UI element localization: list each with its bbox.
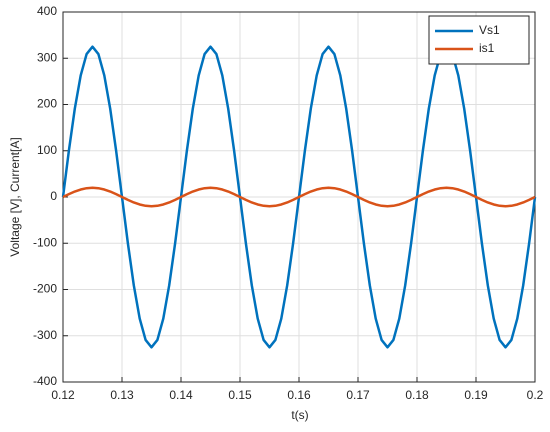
y-tick-label: 0 [50, 189, 57, 203]
x-tick-label: 0.14 [169, 388, 193, 402]
x-tick-label: 0.19 [464, 388, 488, 402]
x-tick-label: 0.18 [405, 388, 429, 402]
x-tick-label: 0.15 [228, 388, 252, 402]
x-tick-label: 0.17 [346, 388, 370, 402]
y-tick-label: 400 [37, 4, 57, 18]
y-tick-label: 200 [37, 97, 57, 111]
x-tick-label: 0.16 [287, 388, 311, 402]
x-tick-label: 0.12 [51, 388, 75, 402]
y-tick-label: -200 [33, 282, 57, 296]
y-tick-label: -100 [33, 235, 57, 249]
legend-box [428, 15, 530, 65]
y-tick-label: 300 [37, 50, 57, 64]
legend-label: Vs1 [479, 23, 500, 37]
x-tick-label: 0.13 [110, 388, 134, 402]
x-tick-label: 0.2 [527, 388, 544, 402]
x-axis-label: t(s) [291, 408, 308, 422]
line-series [62, 186, 536, 208]
legend-label: is1 [479, 41, 495, 55]
y-tick-label: 100 [37, 143, 57, 157]
y-axis-label: Voltage [V], Current[A] [8, 137, 22, 256]
y-tick-label: -300 [33, 328, 57, 342]
y-tick-label: -400 [33, 374, 57, 388]
